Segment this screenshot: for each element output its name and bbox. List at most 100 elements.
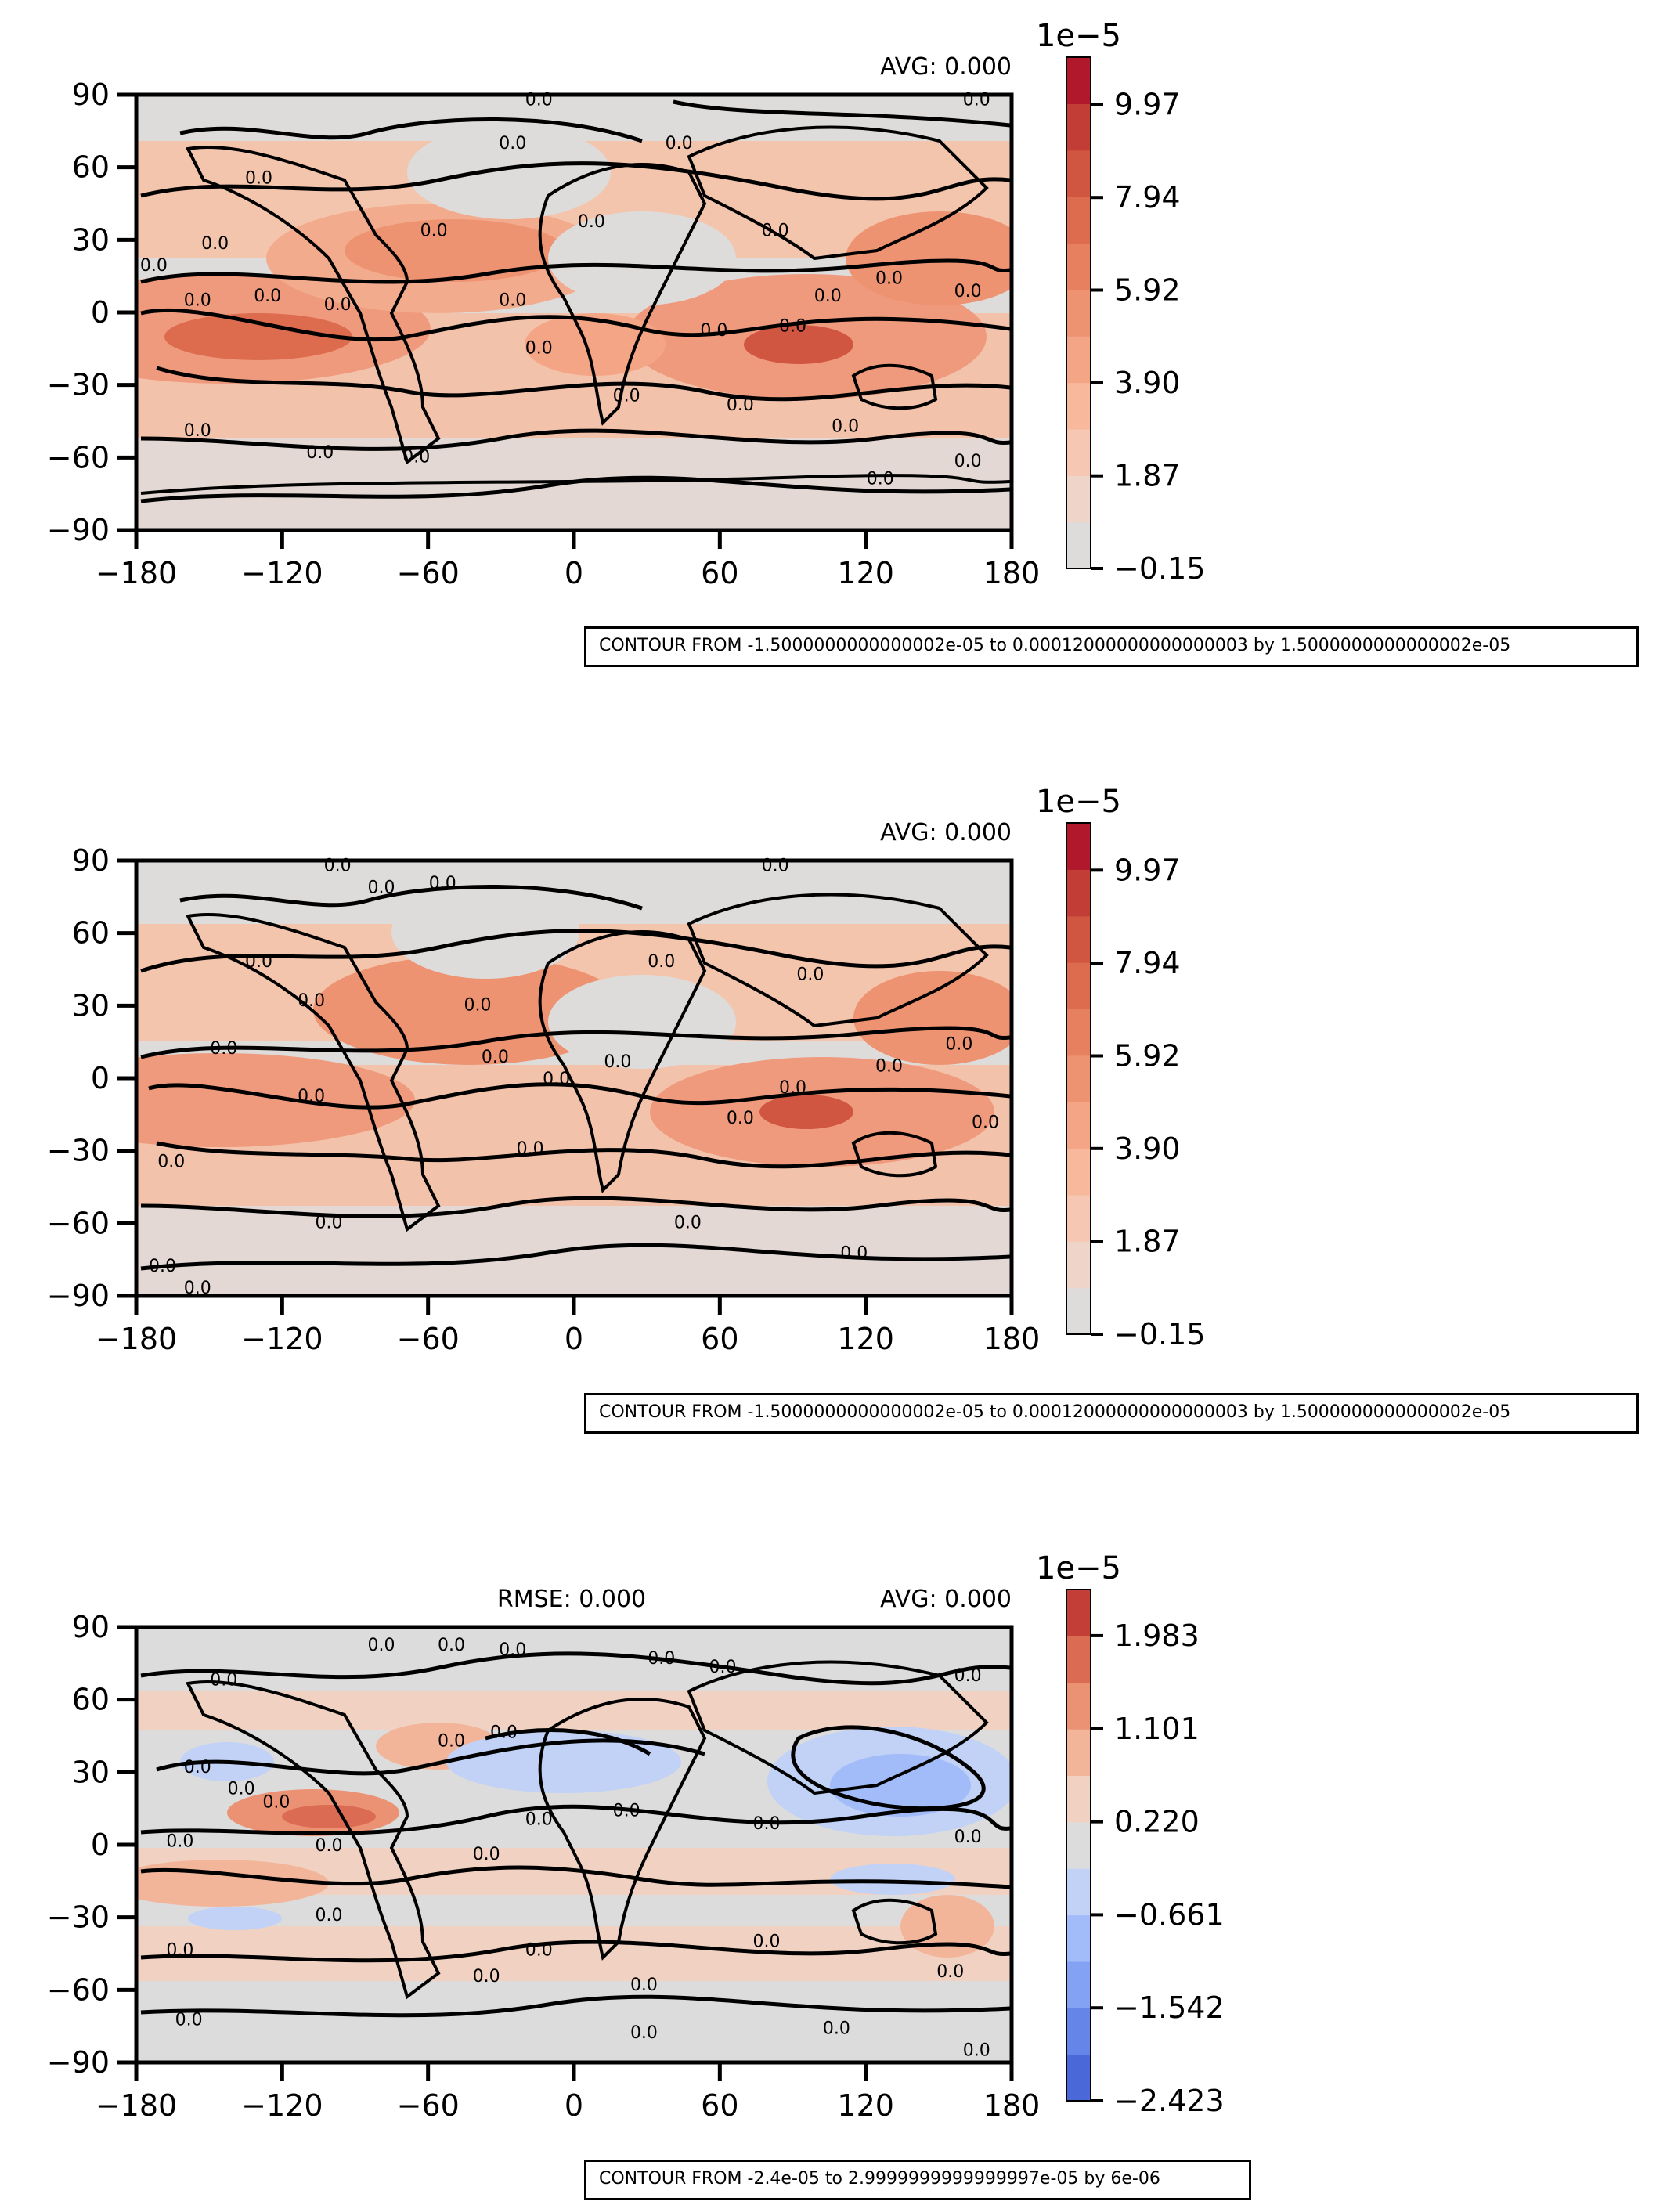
y-tick-label: −30: [47, 1134, 110, 1168]
x-tick-label: 60: [701, 1322, 738, 1356]
colorbar-offset-label: 1e−5: [1036, 784, 1121, 820]
y-tick-label: 30: [72, 1755, 110, 1789]
y-tick-label: 60: [72, 150, 110, 185]
contour-label: 0.0: [945, 1035, 972, 1055]
contour-label: 0.0: [245, 169, 272, 189]
colorbar-segment: [1066, 1287, 1091, 1335]
colorbar-segment: [1066, 243, 1091, 290]
colorbar-segment: [1066, 103, 1091, 151]
avg-label: AVG: 0.000: [880, 53, 1012, 81]
contour-label: 0.0: [525, 1940, 553, 1960]
colorbar-tick-label: −0.15: [1114, 551, 1205, 586]
colorbar: −2.423 −1.542 −0.661 0.220 1.101 1.983 1e−5: [1036, 1550, 1225, 2118]
contour-label: 0.0: [630, 2023, 658, 2043]
axes: −180 −120 −60 0 60 120 180 90 60 30 0 −30 −60 −90: [47, 1610, 1040, 2123]
contour-label: 0.0: [420, 221, 448, 240]
colorbar-tick-label: −2.423: [1114, 2084, 1225, 2118]
x-tick-label: −180: [96, 1322, 177, 1356]
contour-label: 0.0: [315, 1836, 342, 1856]
contour-label: 0.0: [954, 452, 982, 471]
contour-label: 0.0: [429, 874, 456, 893]
coastlines: [185, 1660, 989, 2000]
contour-label: 0.0: [752, 1932, 780, 1951]
contour-label: 0.0: [149, 1257, 176, 1276]
y-tick-label: 30: [72, 988, 110, 1023]
contour-lines: [140, 1651, 1011, 2018]
contour-label: 0.0: [228, 1780, 255, 1799]
x-tick-label: −60: [397, 2088, 460, 2123]
avg-label: AVG: 0.000: [880, 819, 1012, 846]
colorbar-tick-label: 1.87: [1114, 1225, 1181, 1259]
axes: −180 −120 −60 0 60 120 180 90 60 30 0 −30 −60 −90: [47, 843, 1040, 1356]
contour-label: 0.0: [175, 2010, 203, 2030]
y-tick-label: −60: [47, 440, 110, 475]
colorbar-tick-label: −0.15: [1114, 1317, 1205, 1351]
colorbar-tick-label: 1.101: [1114, 1712, 1200, 1746]
contour-label: 0.0: [796, 965, 824, 985]
x-tick-label: −120: [241, 1322, 323, 1356]
x-tick-label: 60: [701, 2088, 738, 2123]
colorbar-segment: [1066, 1194, 1091, 1242]
colorbar-frame: [1066, 1589, 1091, 2102]
map-field: [136, 861, 1012, 1296]
contour-label: 0.0: [525, 1810, 553, 1830]
colorbar-segment: [1066, 1729, 1091, 1777]
colorbar-tick-label: 1.87: [1114, 459, 1181, 493]
contour-label: 0.0: [166, 1940, 193, 1960]
contour-label: 0.0: [762, 857, 789, 876]
y-tick-label: 30: [72, 222, 110, 257]
contour-label: 0.0: [936, 1962, 964, 1982]
contour-label: 0.0: [832, 417, 859, 437]
contour-label: 0.0: [700, 321, 727, 341]
y-tick-label: −90: [47, 513, 110, 547]
contour-label: 0.0: [954, 1828, 982, 1847]
contour-label: 0.0: [630, 1976, 658, 1995]
colorbar-segment: [1066, 1682, 1091, 1730]
contour-label: 0.0: [324, 295, 352, 315]
colorbar-segment: [1066, 382, 1091, 430]
colorbar-tick-label: 3.90: [1114, 366, 1181, 400]
x-tick-label: −180: [96, 556, 177, 590]
colorbar-segment: [1066, 150, 1091, 197]
x-tick-label: 180: [983, 2088, 1041, 2123]
x-tick-label: 180: [983, 1322, 1041, 1356]
contour-lines: [140, 885, 1011, 1271]
y-tick-label: 60: [72, 916, 110, 951]
panel-3: 0.0 0.0 0.0 0.0 0.0 0.0 0.0 0.0 0.0 0.0 0.0 0.0 0.0 0…: [47, 1550, 1225, 2123]
contour-label: 0.0: [752, 1814, 780, 1834]
y-tick-label: 90: [72, 1610, 110, 1644]
contour-label: 0.0: [210, 1039, 237, 1059]
colorbar-frame: [1066, 822, 1091, 1335]
colorbar-segment: [1066, 1868, 1091, 1916]
contour-label: 0.0: [674, 1213, 702, 1232]
contour-label: 0.0: [368, 878, 395, 897]
contour-label: 0.0: [499, 290, 526, 310]
contour-label: 0.0: [184, 421, 211, 441]
contour-label: 0.0: [604, 1052, 631, 1072]
contour-label: 0.0: [184, 1279, 211, 1298]
contour-label: 0.0: [438, 1636, 465, 1655]
x-tick-label: 0: [565, 2088, 583, 2123]
contour-label: 0.0: [972, 1113, 999, 1133]
map-field: [136, 1627, 1012, 2062]
map-field: [136, 95, 1012, 530]
colorbar-tick-label: 1.983: [1114, 1618, 1200, 1653]
axes: −180 −120 −60 0 60 120 180 90 60 30 0 −30 −60 −90: [47, 78, 1040, 590]
contour-label: 0.0: [779, 1078, 806, 1098]
contour-labels: 0.0 0.0 0.0 0.0 0.0 0.0 0.0 0.0 0.0 0.0 0.0 0.0 0.0 0…: [166, 1636, 990, 2060]
contour-label: 0.0: [254, 287, 281, 306]
panel-1: 0.0 0.0 0.0 0.0 0.0 0.0 0.0 0.0 0.0 0.0 0.0 0.0 0.0 0…: [47, 18, 1206, 590]
colorbar-segment: [1066, 1148, 1091, 1196]
contour-labels: 0.0 0.0 0.0 0.0 0.0 0.0 0.0 0.0 0.0 0.0 0.0 0.0 0.0 0…: [140, 91, 990, 489]
y-tick-label: −60: [47, 1972, 110, 2007]
x-tick-label: 120: [837, 556, 894, 590]
contour-label: 0.0: [499, 134, 526, 153]
contour-label: 0.0: [464, 995, 492, 1015]
y-tick-label: −90: [47, 1279, 110, 1313]
contour-label: 0.0: [438, 1732, 465, 1752]
colorbar-segment: [1066, 1102, 1091, 1149]
contour-label: 0.0: [954, 282, 982, 301]
colorbar-segment: [1066, 823, 1091, 870]
colorbar-tick-label: 7.94: [1114, 180, 1181, 215]
contour-label: 0.0: [875, 1056, 903, 1076]
